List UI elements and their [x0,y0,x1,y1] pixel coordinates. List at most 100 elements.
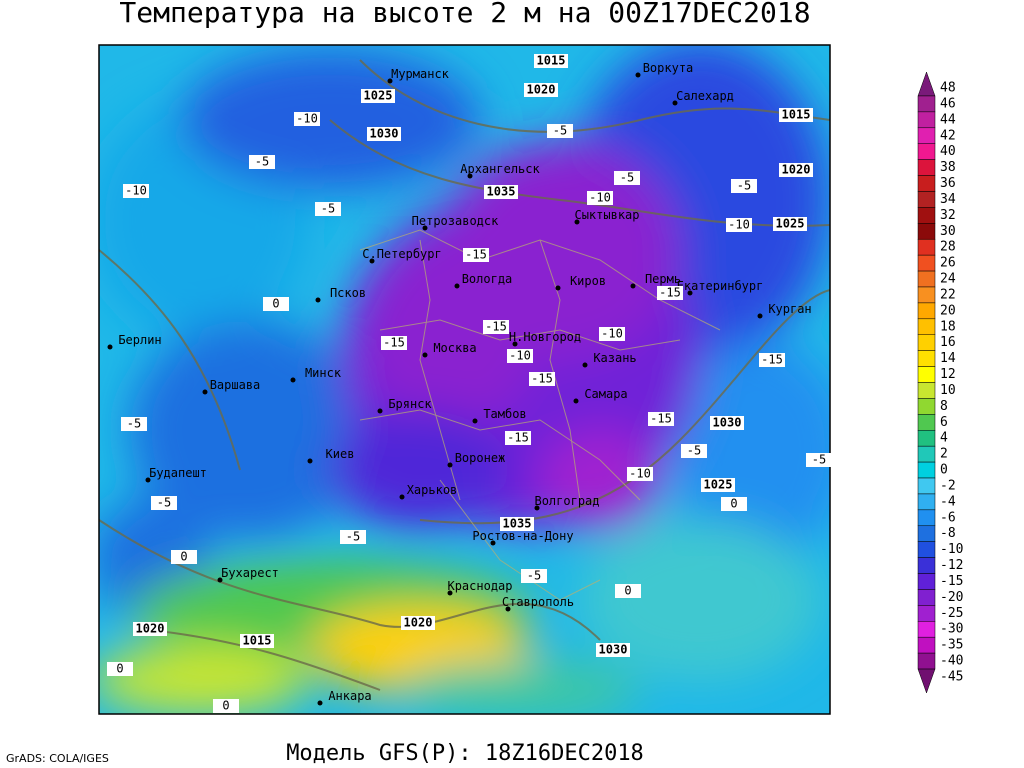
map-frame [98,44,831,715]
isotherm-label: 0 [272,297,279,311]
isotherm-label: -5 [157,496,171,510]
colorbar-box [917,223,936,240]
isotherm-label: 0 [730,497,737,511]
city-label: Краснодар [447,579,512,593]
colorbar-box [917,366,936,383]
city-label: Тамбов [483,407,526,421]
isotherm-label: -5 [812,453,826,467]
city-dot [534,505,540,511]
isotherm-label-box [463,248,489,262]
isotherm-label-box [483,320,509,334]
isotherm-label-box [315,202,341,216]
colorbar-box [917,111,936,129]
isobar-label-box [534,54,568,68]
isobar-label-box [367,127,401,141]
city-label: Салехард [676,89,734,103]
isobar-label-box [133,622,167,636]
isotherm-label-box [381,336,407,350]
isotherm-label: 0 [222,699,229,713]
isotherm-label-box [627,467,653,481]
city-label: Казань [593,351,636,365]
isotherm-label: -5 [737,179,751,193]
isobar-label: 1020 [136,622,165,636]
isotherm-label-box [615,584,641,598]
colorbar-label: 36 [940,176,956,191]
colorbar-label: -8 [940,526,956,541]
isotherm-label-box [294,112,320,126]
city-dot [447,590,453,596]
title: Температура на высоте 2 м на 00Z17DEC201… [119,0,810,29]
isotherm-label: -15 [650,412,672,426]
isobar-label: 1015 [782,108,811,122]
city-dot [399,494,405,500]
colorbar-label: 4 [940,431,948,446]
isotherm-label-box [599,327,625,341]
isotherm-label-box [123,184,149,198]
isobar-label-box [779,108,813,122]
isotherm-label: -10 [296,112,318,126]
city-label: Ставрополь [502,595,574,609]
city-dot [369,258,375,264]
footer: Модель GFS(P): 18Z16DEC2018 [286,741,644,766]
isotherm-label: -10 [589,191,611,205]
isotherm-label-box [171,550,197,564]
colorbar-label: -2 [940,478,956,493]
colorbar-label: 46 [940,96,956,111]
city-label: Самара [584,387,627,401]
colorbar-end [917,71,936,97]
isobar-label: 1025 [364,89,393,103]
isotherm-label: -5 [346,530,360,544]
colorbar-label: 42 [940,128,956,143]
isotherm-label-box [721,497,747,511]
city-dot [107,344,113,350]
isotherm-label: -15 [659,286,681,300]
city-label: Петрозаводск [412,214,499,228]
colorbar-label: 10 [940,383,956,398]
isotherm-label: -5 [255,155,269,169]
isobar-label: 1035 [503,517,532,531]
colorbar-box [917,95,936,113]
isobar-label: 1030 [370,127,399,141]
isotherm-label: -15 [465,248,487,262]
isotherm-label: -15 [485,320,507,334]
isobar-label-box [240,634,274,648]
isobar-label-box [701,478,735,492]
isotherm-label-box [213,699,239,713]
colorbar-label: -40 [940,654,963,669]
colorbar-box [917,605,936,622]
colorbar-box [917,270,936,288]
colorbar-box [917,414,936,431]
isobar-label-box [500,517,534,531]
temperature-field [99,45,830,714]
isobar-label: 1025 [776,217,805,231]
city-label: Минск [305,366,342,380]
colorbar-label: -45 [940,670,963,685]
city-label: Пермь [645,272,681,286]
isobar-label-box [361,89,395,103]
city-dot [630,283,636,289]
isobar-label: 1035 [487,185,516,199]
city-label: Киев [326,447,355,461]
colorbar-label: -6 [940,510,956,525]
colorbar-label: 12 [940,367,956,382]
city-label: Курган [768,302,811,316]
colorbar-box [917,175,936,192]
colorbar-box [917,445,936,463]
colorbar-box [917,334,936,351]
colorbar-label: 18 [940,319,956,334]
isobar-label: 1030 [599,643,628,657]
colorbar-box [917,430,936,447]
isotherm-label: -15 [761,353,783,367]
isotherm-label: -10 [728,218,750,232]
city-dot [574,219,580,225]
city-dot [635,72,641,78]
city-label: Варшава [210,378,261,392]
colorbar-label: 30 [940,224,956,239]
isotherm-label-box [505,431,531,445]
isotherm-label-box [657,286,683,300]
city-dot [377,408,383,414]
isotherm-label: -10 [125,184,147,198]
colorbar-box [917,541,936,558]
city-dot [217,577,223,583]
